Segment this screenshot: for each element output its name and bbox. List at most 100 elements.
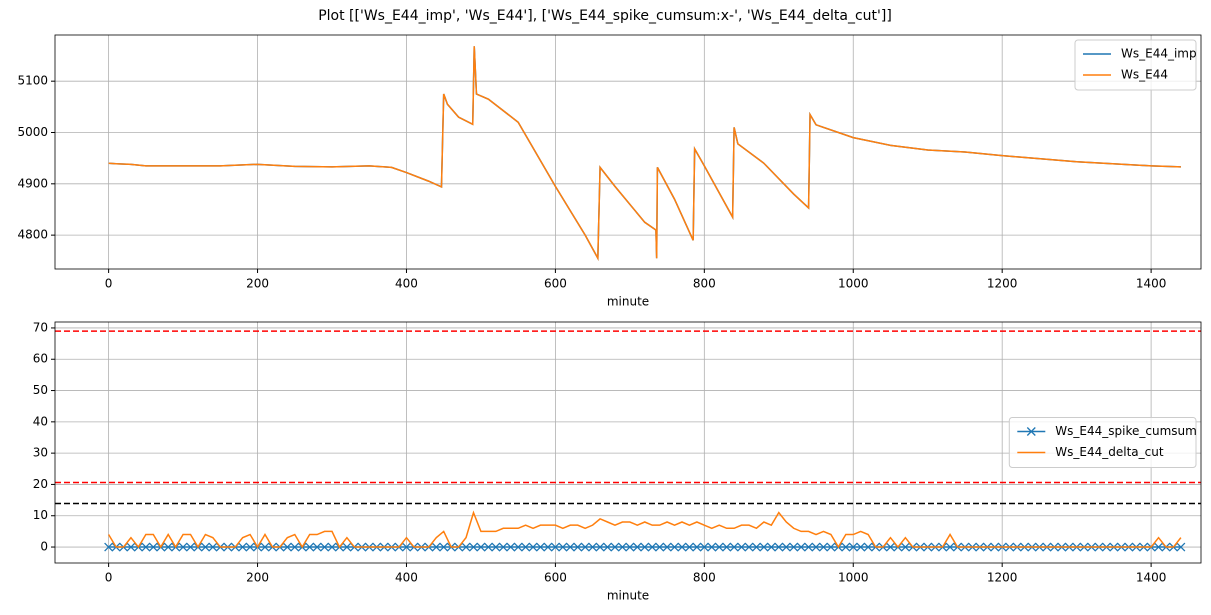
series-marker bbox=[320, 542, 330, 552]
series-marker bbox=[811, 542, 821, 552]
series-marker bbox=[439, 542, 449, 552]
x-tick-label: 200 bbox=[246, 571, 269, 585]
series-line bbox=[108, 46, 1181, 262]
series-marker bbox=[662, 542, 672, 552]
series-marker bbox=[342, 542, 352, 552]
series-marker bbox=[402, 542, 411, 552]
series-marker bbox=[1154, 542, 1164, 552]
series-marker bbox=[260, 542, 270, 552]
series-marker bbox=[603, 542, 612, 552]
series-marker bbox=[498, 542, 508, 552]
legend-marker bbox=[1026, 427, 1036, 436]
legend-label: Ws_E44 bbox=[1121, 68, 1168, 82]
series-marker bbox=[208, 542, 218, 552]
series-marker bbox=[729, 542, 739, 552]
series-marker bbox=[573, 542, 583, 552]
series-marker bbox=[483, 542, 493, 552]
series-marker bbox=[476, 542, 486, 552]
series-marker bbox=[148, 542, 158, 552]
series-marker bbox=[163, 542, 173, 552]
series-marker bbox=[655, 542, 665, 552]
series-marker bbox=[863, 542, 873, 552]
x-axis-label: minute bbox=[607, 295, 649, 309]
series-marker bbox=[312, 542, 322, 552]
series-marker bbox=[722, 542, 732, 552]
series-marker bbox=[506, 542, 516, 552]
series-marker bbox=[186, 542, 195, 552]
series-marker bbox=[841, 542, 851, 552]
series-marker bbox=[558, 542, 568, 552]
legend-box bbox=[1074, 39, 1197, 91]
series-marker bbox=[759, 542, 769, 552]
series-marker bbox=[104, 542, 114, 552]
series-marker bbox=[595, 542, 605, 552]
series-marker bbox=[886, 542, 895, 552]
x-tick-label: 800 bbox=[693, 277, 716, 291]
y-tick-label: 50 bbox=[33, 383, 48, 397]
x-tick-label: 1400 bbox=[1136, 277, 1167, 291]
series-marker bbox=[737, 542, 747, 552]
series-marker bbox=[670, 542, 679, 552]
series-marker bbox=[900, 542, 910, 552]
series-marker bbox=[200, 542, 210, 552]
series-marker bbox=[819, 542, 828, 552]
series-marker bbox=[766, 542, 776, 552]
series-marker bbox=[789, 542, 799, 552]
series-marker bbox=[431, 542, 441, 552]
legend-box bbox=[1008, 417, 1197, 468]
series-marker bbox=[751, 542, 761, 552]
series-marker bbox=[692, 542, 702, 552]
x-tick-label: 600 bbox=[544, 277, 567, 291]
series-marker bbox=[774, 542, 784, 552]
series-marker bbox=[744, 542, 754, 552]
series-marker bbox=[640, 542, 650, 552]
y-tick-label: 10 bbox=[33, 508, 48, 522]
series-marker bbox=[238, 542, 248, 552]
y-tick-label: 70 bbox=[33, 320, 48, 334]
series-marker bbox=[550, 542, 560, 552]
y-tick-label: 4900 bbox=[17, 176, 48, 190]
series-marker bbox=[141, 542, 151, 552]
y-tick-label: 0 bbox=[40, 540, 48, 554]
series-marker bbox=[245, 542, 255, 552]
series-marker bbox=[707, 542, 717, 552]
series-marker bbox=[126, 542, 136, 552]
series-marker bbox=[282, 542, 292, 552]
plot-area bbox=[55, 330, 1201, 552]
series-marker bbox=[491, 542, 501, 552]
legend-label: Ws_E44_imp bbox=[1121, 47, 1197, 61]
series-marker bbox=[521, 542, 531, 552]
series-marker bbox=[647, 542, 657, 552]
series-line bbox=[107, 510, 1182, 549]
series-marker bbox=[781, 542, 791, 552]
y-tick-label: 4800 bbox=[17, 228, 48, 242]
x-tick-label: 0 bbox=[105, 571, 113, 585]
series-marker bbox=[610, 542, 620, 552]
series-marker bbox=[543, 542, 553, 552]
series-marker bbox=[565, 542, 575, 552]
series-marker bbox=[804, 542, 814, 552]
y-tick-label: 30 bbox=[33, 446, 48, 460]
y-tick-label: 60 bbox=[33, 352, 48, 366]
x-tick-label: 400 bbox=[395, 571, 418, 585]
y-tick-label: 20 bbox=[33, 477, 48, 491]
series-marker bbox=[469, 542, 478, 552]
legend-label: Ws_E44_spike_cumsum bbox=[1055, 424, 1197, 438]
x-tick-label: 1400 bbox=[1136, 571, 1167, 585]
series-marker bbox=[588, 542, 598, 552]
series-marker bbox=[632, 542, 642, 552]
series-marker bbox=[625, 542, 635, 552]
x-tick-label: 400 bbox=[395, 277, 418, 291]
series-marker bbox=[1176, 542, 1186, 552]
y-tick-label: 5000 bbox=[17, 125, 48, 139]
series-marker bbox=[699, 542, 709, 552]
series-marker bbox=[677, 542, 687, 552]
series-marker bbox=[856, 542, 866, 552]
series-marker bbox=[513, 542, 523, 552]
axes-frame bbox=[54, 321, 1202, 564]
series-marker bbox=[580, 542, 590, 552]
x-axis-label: minute bbox=[607, 589, 649, 603]
series-marker bbox=[945, 542, 955, 552]
series-marker bbox=[536, 542, 545, 552]
